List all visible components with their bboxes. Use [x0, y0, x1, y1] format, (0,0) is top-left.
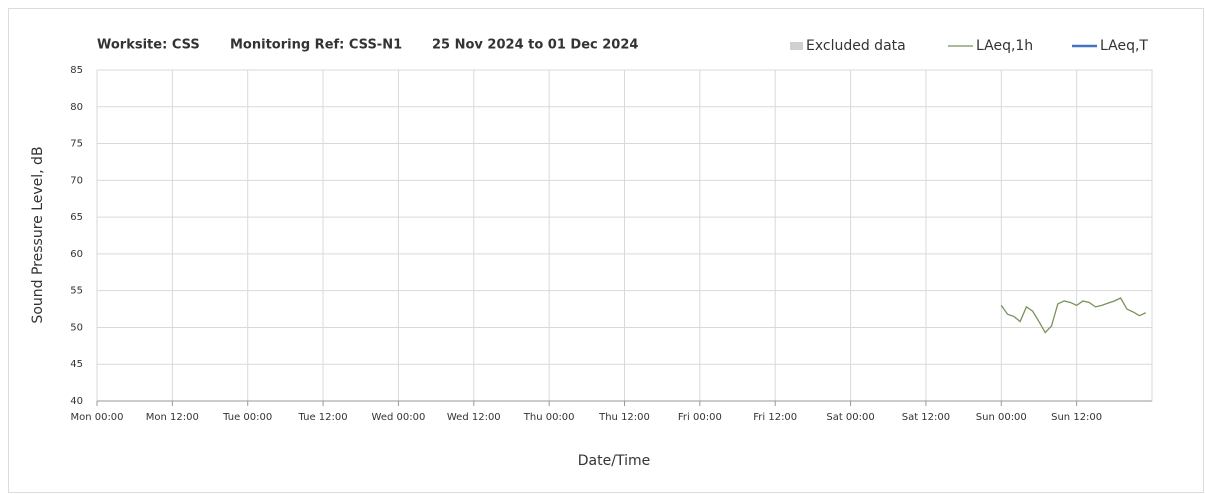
- y-tick-label: 55: [70, 286, 83, 297]
- x-tick-label: Thu 00:00: [523, 412, 575, 423]
- x-tick-label: Fri 12:00: [753, 412, 797, 423]
- x-axis-label: Date/Time: [578, 453, 650, 469]
- x-tick-label: Wed 12:00: [447, 412, 501, 423]
- legend-label: LAeq,1h: [976, 38, 1033, 54]
- x-tick-label: Sun 12:00: [1051, 412, 1102, 423]
- x-tick-label: Tue 12:00: [298, 412, 348, 423]
- chart-frame: [8, 8, 1204, 493]
- legend-excluded-label: Excluded data: [806, 38, 906, 54]
- y-tick-label: 70: [70, 175, 83, 186]
- x-tick-label: Fri 00:00: [678, 412, 722, 423]
- legend-label: LAeq,T: [1100, 38, 1148, 54]
- y-tick-label: 60: [70, 249, 83, 260]
- x-tick-label: Mon 12:00: [146, 412, 199, 423]
- y-tick-label: 75: [70, 139, 83, 150]
- y-tick-label: 80: [70, 102, 83, 113]
- y-tick-label: 40: [70, 396, 83, 407]
- title-dates: 25 Nov 2024 to 01 Dec 2024: [432, 38, 638, 53]
- x-tick-label: Sun 00:00: [976, 412, 1027, 423]
- x-tick-label: Sat 00:00: [826, 412, 874, 423]
- x-tick-label: Tue 00:00: [222, 412, 272, 423]
- y-tick-label: 65: [70, 212, 83, 223]
- title-worksite: Worksite: CSS: [97, 38, 200, 53]
- y-tick-label: 85: [70, 65, 83, 76]
- data-line: [1000, 297, 1146, 334]
- y-tick-label: 50: [70, 322, 83, 333]
- x-tick-label: Thu 12:00: [598, 412, 650, 423]
- title-ref: Monitoring Ref: CSS-N1: [230, 38, 402, 53]
- x-tick-label: Mon 00:00: [70, 412, 123, 423]
- y-tick-label: 45: [70, 359, 83, 370]
- x-tick-label: Wed 00:00: [372, 412, 426, 423]
- legend-excluded-swatch: [790, 42, 803, 50]
- y-axis-label: Sound Pressure Level, dB: [30, 146, 46, 323]
- x-tick-label: Sat 12:00: [902, 412, 950, 423]
